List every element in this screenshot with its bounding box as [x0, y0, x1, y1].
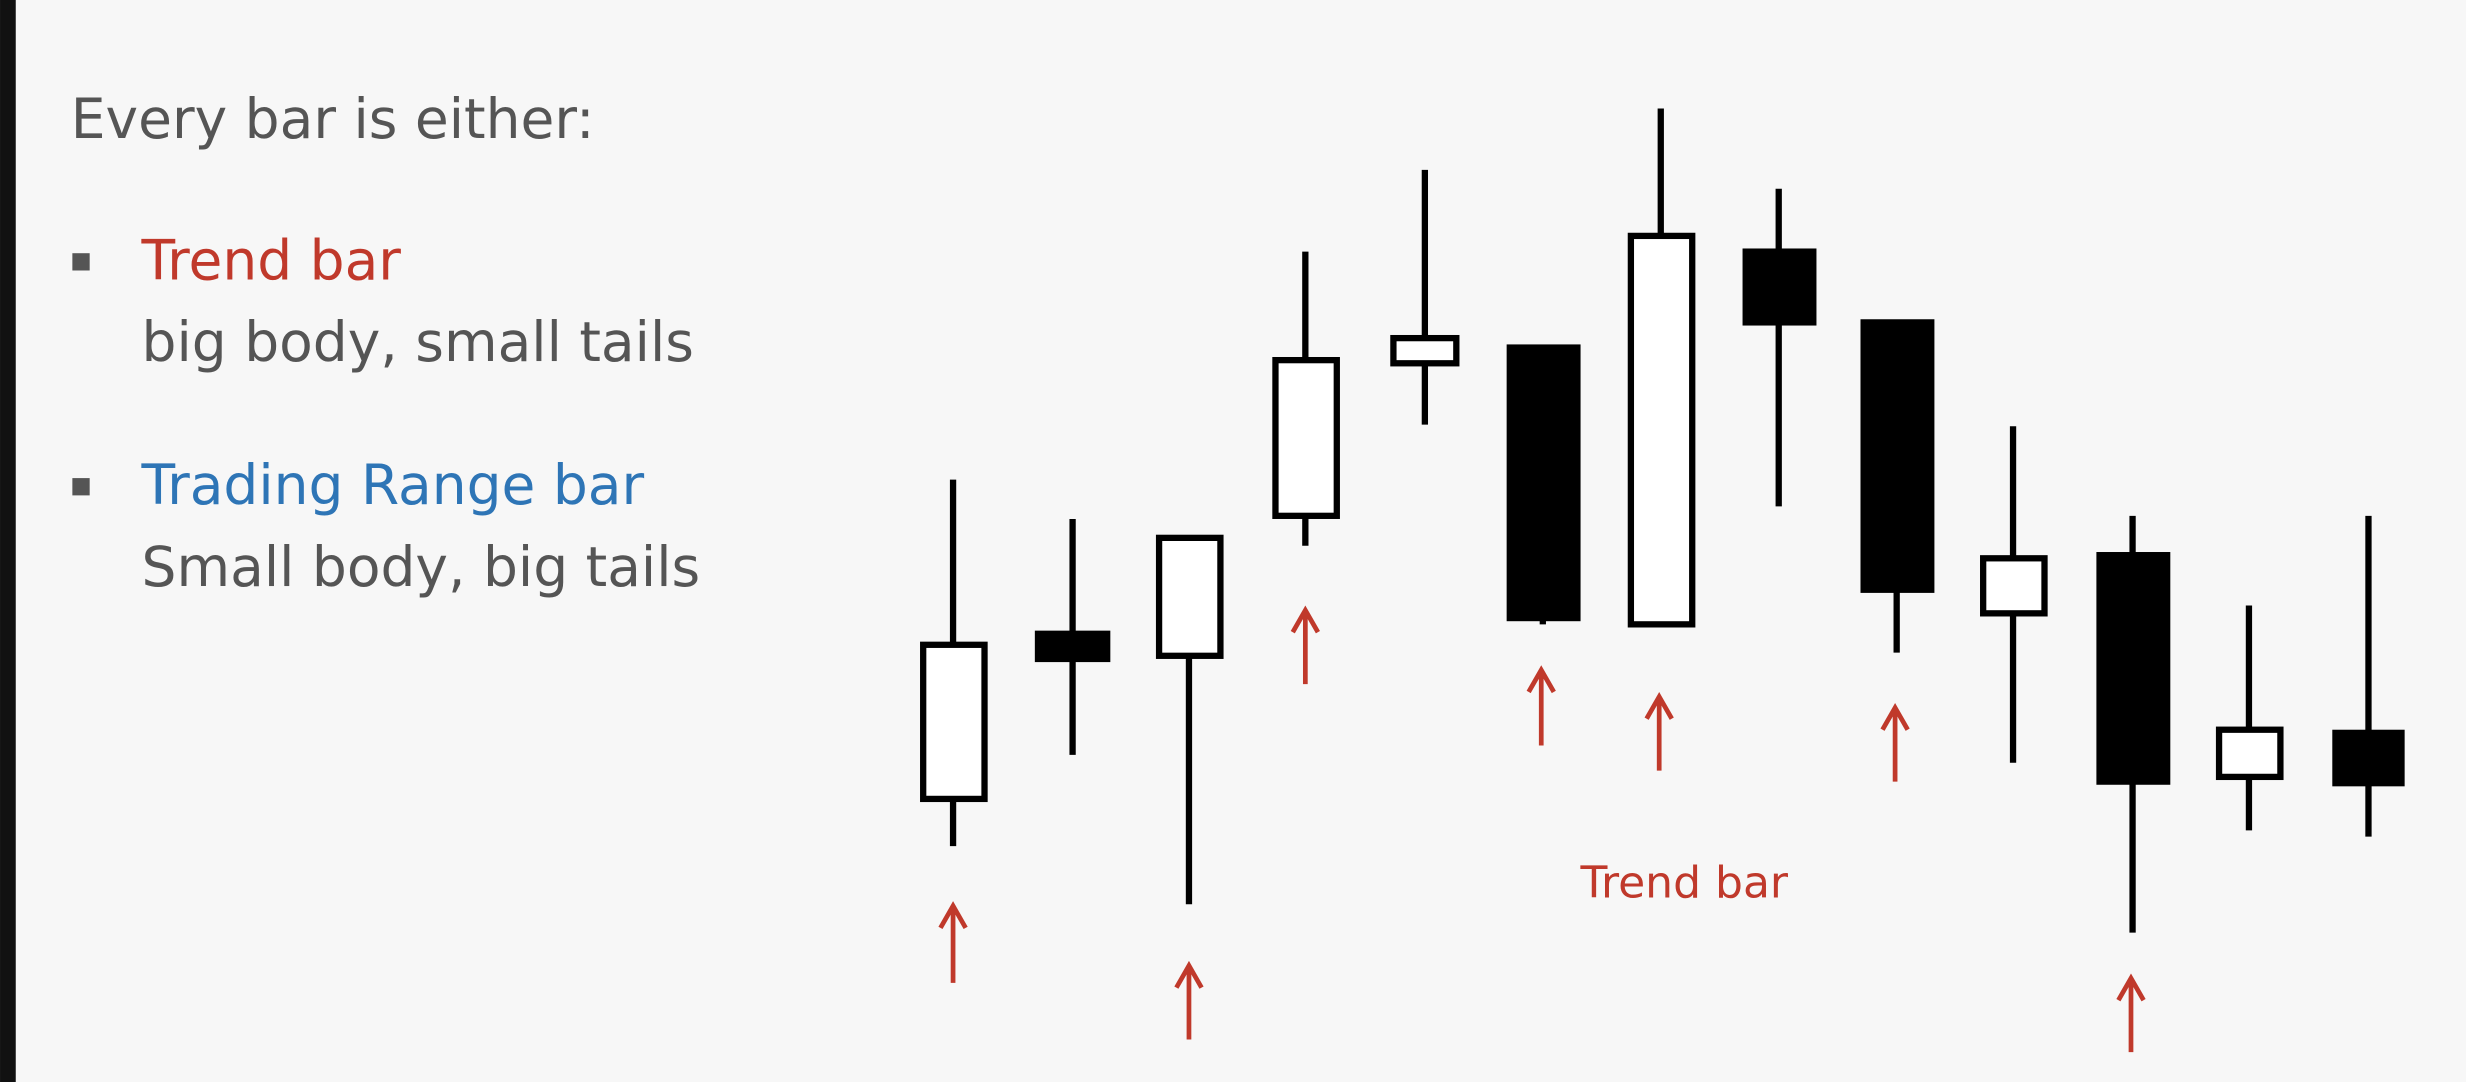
candle-body: [1272, 356, 1340, 519]
bullet-marker: [72, 253, 90, 271]
arrows: [938, 605, 2146, 1053]
bullet-marker: [72, 478, 90, 496]
candle-body: [1506, 344, 1581, 622]
bullet-description: Small body, big tails: [142, 535, 701, 599]
candle-body: [2215, 726, 2284, 781]
candlesticks: [920, 108, 2405, 933]
bullet-title: Trend bar: [141, 228, 402, 292]
bullet-description: big body, small tails: [142, 310, 694, 374]
bullet-title: Trading Range bar: [141, 453, 645, 517]
arrow: [1526, 665, 1556, 746]
arrow: [2116, 973, 2146, 1053]
candle-body: [1034, 630, 1111, 663]
arrow: [938, 901, 968, 983]
candle-body: [1742, 248, 1817, 326]
arrow: [1174, 960, 1204, 1040]
annotation: Trend bar: [1580, 857, 1789, 908]
candle-body: [1627, 232, 1696, 628]
candle-body: [1980, 555, 2048, 617]
candle-body: [920, 641, 988, 803]
candle-body: [1390, 334, 1460, 367]
candle-body: [1155, 534, 1224, 659]
arrow: [1644, 691, 1674, 771]
candle-body: [1860, 319, 1935, 593]
heading: Every bar is either:: [71, 87, 595, 151]
left-edge: [0, 0, 16, 1082]
candle-body: [2332, 729, 2405, 787]
arrow: [1880, 702, 1910, 782]
candle-body: [2096, 552, 2171, 785]
arrow: [1290, 605, 1320, 685]
